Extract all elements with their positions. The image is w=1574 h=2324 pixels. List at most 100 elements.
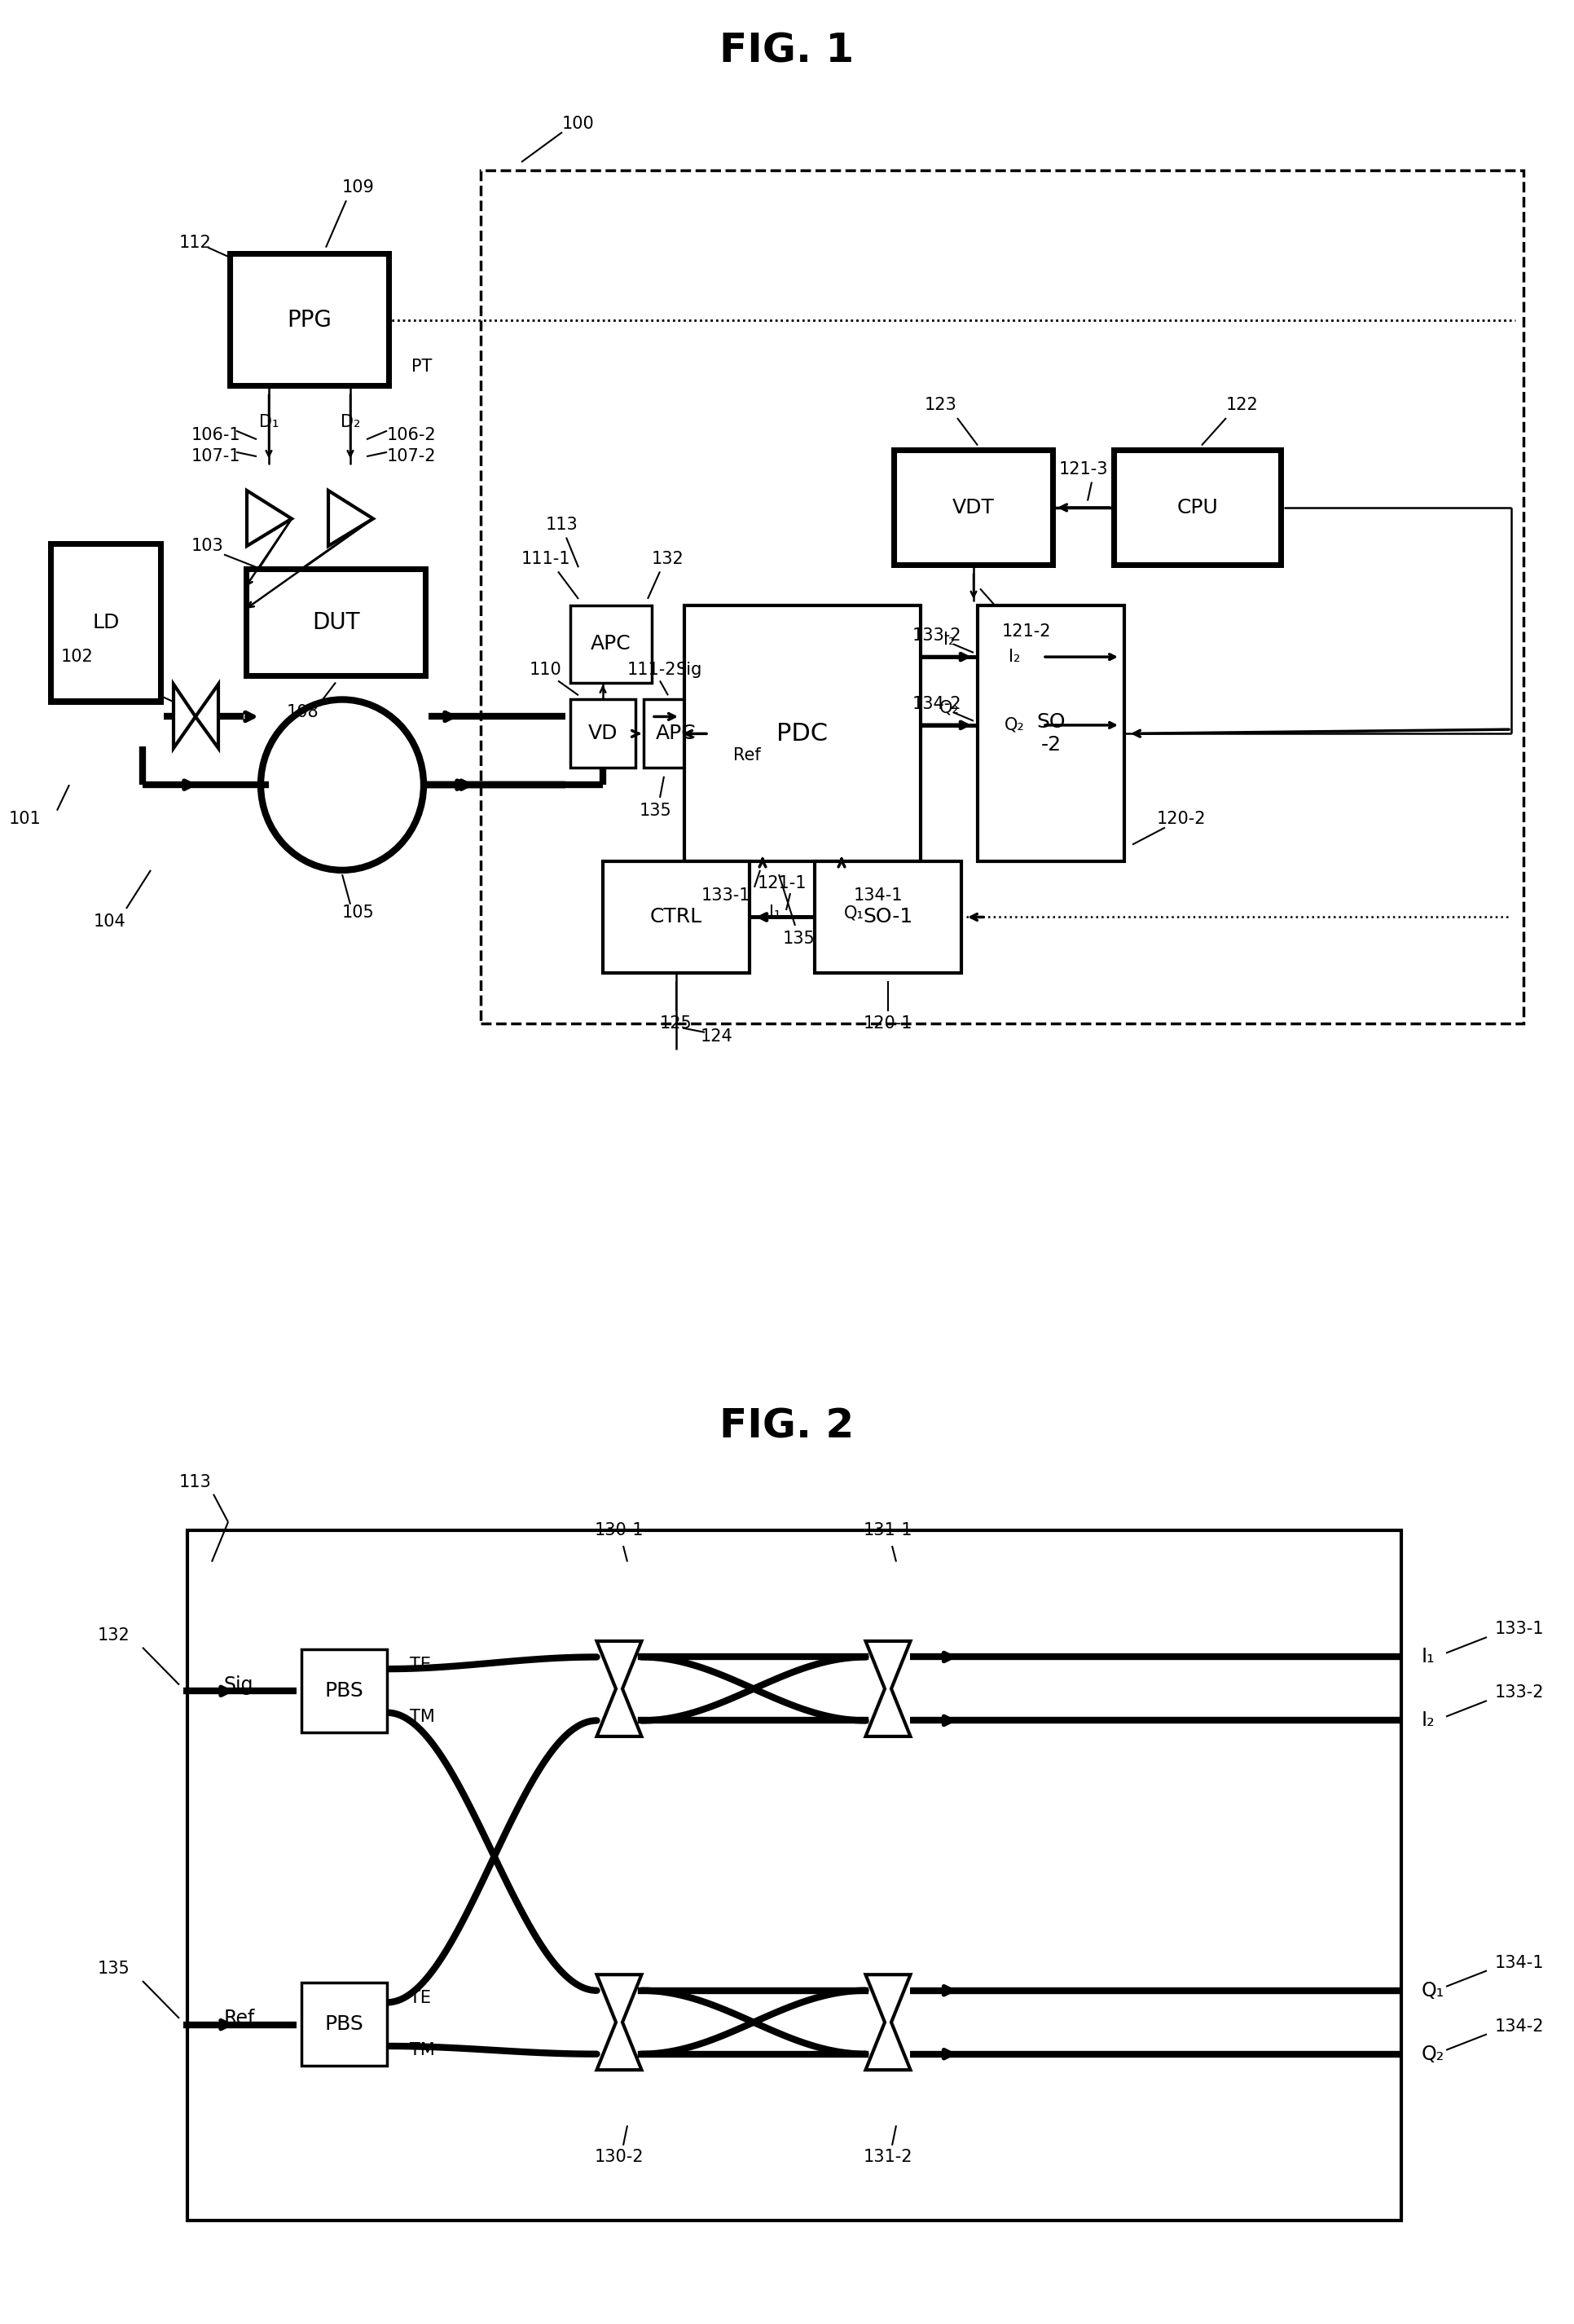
- Bar: [480, 170, 1522, 1025]
- Text: FIG. 1: FIG. 1: [719, 33, 853, 70]
- Text: TM: TM: [409, 1708, 434, 1724]
- Bar: [54, 546, 159, 700]
- Text: 106-1: 106-1: [190, 428, 241, 444]
- Text: 131-1: 131-1: [863, 1522, 913, 1538]
- Text: I₂: I₂: [943, 632, 954, 648]
- Text: TE: TE: [409, 1657, 431, 1673]
- Text: Ref: Ref: [733, 746, 760, 762]
- Text: 100: 100: [562, 116, 595, 132]
- Text: 130-1: 130-1: [595, 1522, 644, 1538]
- Text: D₁: D₁: [258, 414, 279, 430]
- Text: 134-2: 134-2: [1494, 2017, 1544, 2034]
- Text: 107-2: 107-2: [387, 449, 436, 465]
- Text: 133-2: 133-2: [911, 627, 962, 644]
- Text: SO-1: SO-1: [863, 906, 913, 927]
- Text: 133-1: 133-1: [700, 888, 749, 904]
- Polygon shape: [866, 1975, 910, 2071]
- Bar: [603, 862, 749, 971]
- Text: 135: 135: [782, 930, 815, 946]
- Text: 134-1: 134-1: [1494, 1954, 1544, 1971]
- Text: 132: 132: [652, 551, 683, 567]
- Text: Q₂: Q₂: [1004, 718, 1025, 734]
- Bar: [49, 541, 164, 704]
- Text: 132: 132: [98, 1627, 131, 1643]
- Text: PDC: PDC: [776, 723, 828, 746]
- Text: 101: 101: [8, 811, 41, 827]
- Bar: [570, 607, 652, 683]
- Text: Ref: Ref: [224, 2008, 255, 2029]
- Text: 135: 135: [639, 802, 672, 818]
- Bar: [301, 1982, 387, 2066]
- Text: 113: 113: [179, 1473, 211, 1490]
- Text: 107-1: 107-1: [190, 449, 241, 465]
- Bar: [244, 567, 428, 679]
- Text: I₂: I₂: [1007, 648, 1020, 665]
- Text: Sig: Sig: [675, 662, 702, 679]
- Text: 105: 105: [342, 904, 375, 920]
- Text: 112: 112: [179, 235, 211, 251]
- Text: 123: 123: [924, 397, 957, 414]
- Polygon shape: [597, 1641, 641, 1736]
- Text: Q₁: Q₁: [844, 904, 864, 920]
- Polygon shape: [247, 490, 291, 546]
- Bar: [301, 1650, 387, 1731]
- Text: I₁: I₁: [768, 904, 781, 920]
- Text: 113: 113: [546, 516, 578, 532]
- Text: CPU: CPU: [1176, 497, 1218, 518]
- Text: VD: VD: [587, 723, 617, 744]
- Text: 121-1: 121-1: [757, 874, 806, 890]
- Text: 134-1: 134-1: [853, 888, 902, 904]
- Text: APC: APC: [590, 634, 631, 653]
- Polygon shape: [866, 1641, 910, 1736]
- Text: 109: 109: [342, 179, 375, 195]
- Bar: [187, 1529, 1401, 2222]
- Text: PBS: PBS: [324, 1680, 364, 1701]
- Text: 125: 125: [660, 1016, 693, 1032]
- Bar: [231, 256, 387, 383]
- Text: CTRL: CTRL: [650, 906, 702, 927]
- Text: Q₂: Q₂: [1421, 2045, 1443, 2064]
- Text: 135: 135: [98, 1961, 131, 1978]
- Bar: [977, 607, 1124, 862]
- Bar: [227, 251, 392, 388]
- Text: LD: LD: [93, 614, 120, 632]
- Text: DUT: DUT: [312, 611, 360, 634]
- Bar: [685, 607, 921, 862]
- Text: I₂: I₂: [1421, 1710, 1434, 1731]
- Text: 131-2: 131-2: [863, 2150, 913, 2166]
- Text: 120-1: 120-1: [863, 1016, 913, 1032]
- Bar: [644, 700, 708, 767]
- Text: Q₁: Q₁: [1421, 1980, 1443, 2001]
- Bar: [1111, 446, 1283, 567]
- Bar: [249, 572, 423, 674]
- Text: 121-2: 121-2: [1001, 623, 1050, 639]
- Polygon shape: [195, 683, 219, 748]
- Text: 133-2: 133-2: [1494, 1685, 1544, 1701]
- Bar: [814, 862, 960, 971]
- Text: PBS: PBS: [324, 2015, 364, 2034]
- Text: 121-3: 121-3: [1058, 460, 1108, 476]
- Text: TM: TM: [409, 2043, 434, 2059]
- Polygon shape: [327, 490, 373, 546]
- Text: VDT: VDT: [952, 497, 995, 518]
- Text: APC: APC: [656, 723, 696, 744]
- Text: SO
-2: SO -2: [1036, 713, 1066, 755]
- Text: 104: 104: [94, 913, 126, 930]
- Text: Q₂: Q₂: [938, 700, 959, 716]
- Text: 133-1: 133-1: [1494, 1622, 1544, 1638]
- Bar: [1116, 453, 1278, 562]
- Bar: [570, 700, 636, 767]
- Text: 106-2: 106-2: [387, 428, 436, 444]
- Bar: [896, 453, 1050, 562]
- Text: 130-2: 130-2: [595, 2150, 644, 2166]
- Text: 110: 110: [529, 662, 562, 679]
- Text: 111-2: 111-2: [626, 662, 677, 679]
- Text: 122: 122: [1226, 397, 1258, 414]
- Polygon shape: [597, 1975, 641, 2071]
- Text: 120-2: 120-2: [1155, 811, 1206, 827]
- Text: 124: 124: [700, 1030, 733, 1046]
- Text: 134-2: 134-2: [911, 695, 962, 711]
- Bar: [891, 446, 1055, 567]
- Polygon shape: [173, 683, 195, 748]
- Text: PPG: PPG: [286, 309, 332, 332]
